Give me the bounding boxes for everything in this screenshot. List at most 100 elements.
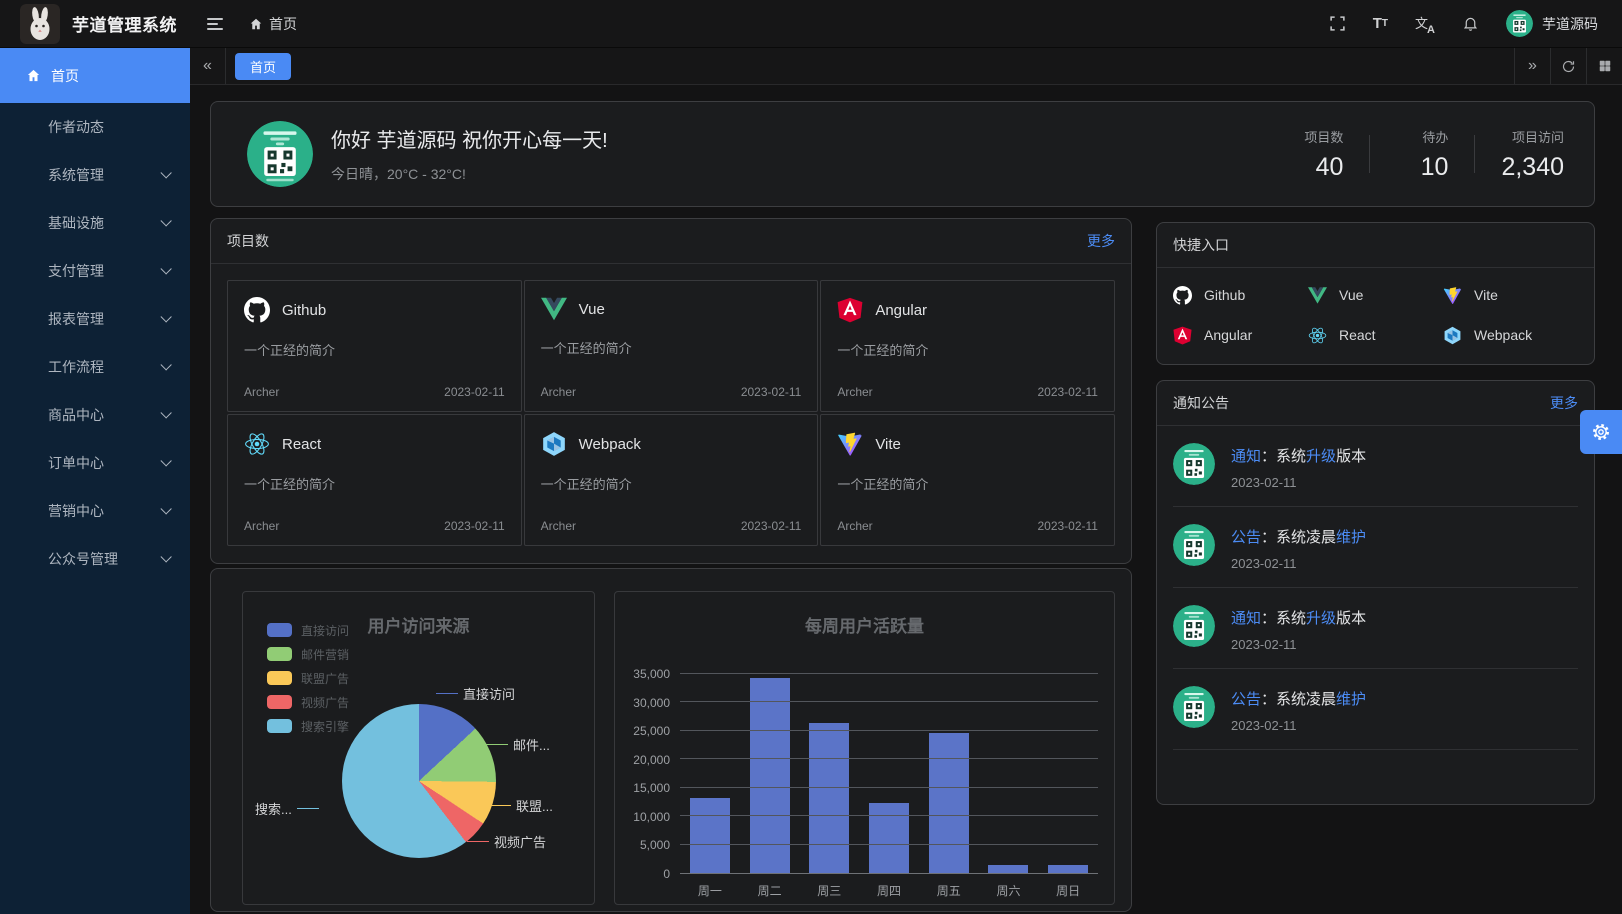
y-tick-label: 20,000	[633, 752, 670, 767]
sidebar-item-marketing[interactable]: 营销中心	[0, 487, 190, 535]
project-tile-vue[interactable]: Vue 一个正经的简介 Archer 2023-02-11	[523, 280, 819, 412]
welcome-avatar	[247, 121, 313, 187]
layout-grid-icon[interactable]	[1586, 48, 1622, 84]
sidebar-item-system[interactable]: 系统管理	[0, 151, 190, 199]
notice-item[interactable]: 通知：系统升级版本 2023-02-11	[1173, 588, 1578, 669]
bar-chart-title: 每周用户活跃量	[805, 617, 924, 636]
chevron-down-icon	[160, 551, 172, 563]
project-author: Archer	[244, 385, 280, 399]
sidebar-item-report[interactable]: 报表管理	[0, 295, 190, 343]
bar	[1048, 865, 1089, 873]
pie-label: 联盟...	[489, 796, 553, 815]
notice-date: 2023-02-11	[1231, 475, 1297, 490]
quick-links-title: 快捷入口	[1173, 237, 1229, 253]
project-author: Archer	[540, 519, 576, 533]
bar-y-axis: 0 5,000 10,000 15,000 20,000 25,000 30,000 35,0…	[615, 667, 670, 881]
gridline	[680, 701, 1098, 703]
notices-title: 通知公告	[1173, 395, 1229, 411]
sidebar-item-infra[interactable]: 基础设施	[0, 199, 190, 247]
legend-item[interactable]: 视频广告	[267, 690, 349, 714]
pie-chart-title: 用户访问来源	[367, 617, 470, 636]
webpack-icon	[542, 432, 565, 456]
notices-more-link[interactable]: 更多	[1550, 395, 1578, 411]
sidebar-item-product[interactable]: 商品中心	[0, 391, 190, 439]
bar	[988, 865, 1029, 873]
legend-item[interactable]: 邮件营销	[267, 642, 349, 666]
refresh-icon[interactable]	[1550, 48, 1586, 84]
gridline	[680, 729, 1098, 731]
y-tick-label: 35,000	[633, 667, 670, 681]
projects-more-link[interactable]: 更多	[1087, 233, 1115, 249]
quick-link-vite[interactable]: Vite	[1443, 281, 1578, 309]
chevron-down-icon	[160, 455, 172, 467]
sidebar-item-author[interactable]: 作者动态	[48, 119, 104, 135]
project-date: 2023-02-11	[740, 519, 802, 533]
quick-link-angular[interactable]: Angular	[1173, 321, 1308, 349]
tab-home[interactable]: 首页	[235, 52, 292, 80]
x-tick-label: 周一	[697, 884, 722, 898]
quick-links-card: 快捷入口 Github Vue Vite	[1156, 222, 1595, 365]
sidebar-item-workflow[interactable]: 工作流程	[0, 343, 190, 391]
project-tile-github[interactable]: Github 一个正经的简介 Archer 2023-02-11	[227, 280, 522, 412]
bar	[868, 802, 909, 873]
pie-label: 视频广告	[467, 832, 546, 851]
app-logo[interactable]	[20, 3, 60, 44]
notice-date: 2023-02-11	[1231, 637, 1297, 652]
quick-link-vue[interactable]: Vue	[1308, 281, 1443, 309]
sidebar-item-home[interactable]: 首页	[0, 48, 190, 103]
bar	[749, 678, 790, 873]
stat-todo: 待办 10	[1420, 129, 1449, 181]
pie-label: 直接访问	[436, 684, 515, 703]
notice-item[interactable]: 通知：系统升级版本 2023-02-11	[1173, 426, 1578, 507]
notice-item[interactable]: 公告：系统凌晨维护 2023-02-11	[1173, 669, 1578, 750]
notice-item[interactable]: 公告：系统凌晨维护 2023-02-11	[1173, 507, 1578, 588]
quick-link-webpack[interactable]: Webpack	[1443, 321, 1578, 349]
user-menu[interactable]: 芋道源码	[1506, 10, 1598, 37]
legend-item[interactable]: 搜索引擎	[267, 714, 349, 738]
x-tick-label: 周日	[1056, 884, 1081, 898]
legend-item[interactable]: 联盟广告	[267, 666, 349, 690]
legend-item[interactable]: 直接访问	[267, 618, 349, 642]
bar	[689, 797, 730, 873]
sidebar: 首页 作者动态 系统管理 基础设施 支付管理 报表管理 工作流程 商品中心 订单…	[0, 48, 190, 914]
project-tile-webpack[interactable]: Webpack 一个正经的简介 Archer 2023-02-11	[523, 414, 819, 546]
pie-legend: 直接访问 邮件营销 联盟广告 视频广告 搜索引擎	[267, 618, 349, 738]
notice-avatar	[1173, 686, 1215, 728]
sidebar-item-order[interactable]: 订单中心	[0, 439, 190, 487]
user-name: 芋道源码	[1542, 15, 1598, 32]
angular-icon	[1173, 326, 1192, 345]
project-tile-angular[interactable]: Angular 一个正经的简介 Archer 2023-02-11	[820, 280, 1115, 412]
project-author: Archer	[837, 385, 873, 399]
sidebar-item-mp[interactable]: 公众号管理	[0, 535, 190, 583]
sidebar-item-pay[interactable]: 支付管理	[0, 247, 190, 295]
quick-link-github[interactable]: Github	[1173, 281, 1308, 309]
gridline	[680, 786, 1098, 788]
welcome-stats: 项目数 40 待办 10 项目访问 2,340	[1291, 127, 1564, 182]
welcome-greeting: 你好 芋道源码 祝你开心每一天!	[331, 130, 608, 152]
y-tick-label: 30,000	[633, 695, 670, 710]
project-date: 2023-02-11	[740, 385, 802, 399]
angular-icon	[837, 297, 863, 323]
menu-fold-icon[interactable]	[207, 17, 223, 30]
notification-bell-icon[interactable]	[1462, 15, 1479, 32]
tabs-scroll-right-icon[interactable]: »	[1514, 48, 1550, 84]
bar-chart-panel: 每周用户活跃量 0 5,000 10,000 15,000 20,000 25,000 30…	[614, 591, 1115, 905]
project-tile-vite[interactable]: Vite 一个正经的简介 Archer 2023-02-11	[820, 414, 1115, 546]
fullscreen-icon[interactable]	[1329, 15, 1346, 32]
user-avatar	[1506, 10, 1533, 37]
settings-button[interactable]	[1580, 410, 1622, 454]
gridline	[680, 673, 1098, 674]
gridline	[680, 815, 1098, 817]
tabbar: « 首页 »	[190, 48, 1622, 85]
tabs-collapse-left-icon[interactable]: «	[190, 48, 226, 84]
welcome-weather: 今日晴，20°C - 32°C!	[331, 166, 466, 182]
y-tick-label: 25,000	[633, 724, 670, 739]
chevron-down-icon	[160, 359, 172, 371]
quick-link-react[interactable]: React	[1308, 321, 1443, 349]
breadcrumb[interactable]: 首页	[249, 14, 297, 34]
y-tick-label: 15,000	[633, 781, 670, 796]
bars	[680, 674, 1098, 873]
project-tile-react[interactable]: React 一个正经的简介 Archer 2023-02-11	[227, 414, 522, 546]
